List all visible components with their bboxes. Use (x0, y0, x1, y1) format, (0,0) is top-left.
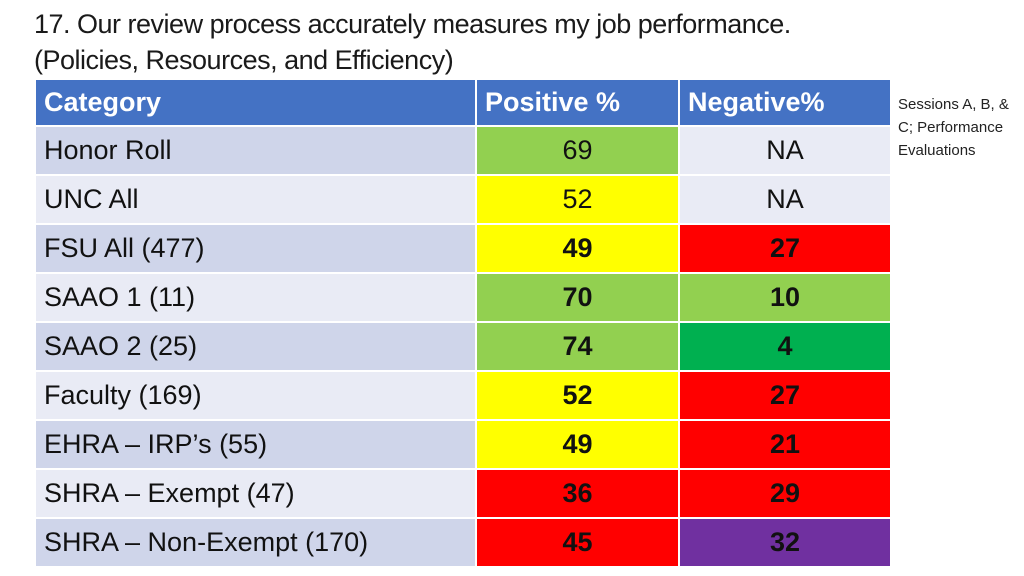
header-row: Category Positive % Negative% (34, 78, 892, 127)
category-cell: SHRA – Non-Exempt (170) (34, 517, 477, 568)
table-row: UNC All 52 NA (34, 174, 892, 225)
positive-cell: 52 (475, 370, 680, 421)
category-cell: Faculty (169) (34, 370, 477, 421)
header-category: Category (34, 78, 477, 127)
category-cell: SHRA – Exempt (47) (34, 468, 477, 519)
title-line-1: 17. Our review process accurately measur… (34, 9, 791, 39)
positive-cell: 45 (475, 517, 680, 568)
negative-cell: NA (678, 174, 892, 225)
table-row: FSU All (477) 49 27 (34, 223, 892, 274)
header-negative: Negative% (678, 78, 892, 127)
negative-cell: 10 (678, 272, 892, 323)
title-line-2: (Policies, Resources, and Efficiency) (34, 45, 454, 75)
negative-cell: 4 (678, 321, 892, 372)
table-row: SAAO 1 (11) 70 10 (34, 272, 892, 323)
side-note: Sessions A, B, & C; Performance Evaluati… (898, 96, 1009, 159)
category-cell: UNC All (34, 174, 477, 225)
table-row: EHRA – IRP’s (55) 49 21 (34, 419, 892, 470)
positive-cell: 69 (475, 125, 680, 176)
table-row: SHRA – Exempt (47) 36 29 (34, 468, 892, 519)
negative-cell: 27 (678, 223, 892, 274)
negative-cell: 32 (678, 517, 892, 568)
positive-cell: 52 (475, 174, 680, 225)
header-positive: Positive % (475, 78, 680, 127)
negative-cell: NA (678, 125, 892, 176)
table-body: Honor Roll 69 NA UNC All 52 NA FSU All (477) 49… (34, 125, 892, 568)
negative-cell: 29 (678, 468, 892, 519)
positive-cell: 70 (475, 272, 680, 323)
slide-title: 17. Our review process accurately measur… (34, 6, 791, 78)
positive-cell: 74 (475, 321, 680, 372)
category-cell: FSU All (477) (34, 223, 477, 274)
table-row: Faculty (169) 52 27 (34, 370, 892, 421)
table-row: Honor Roll 69 NA (34, 125, 892, 176)
results-table: Category Positive % Negative% Honor Roll… (34, 78, 892, 568)
negative-cell: 21 (678, 419, 892, 470)
negative-cell: 27 (678, 370, 892, 421)
category-cell: Honor Roll (34, 125, 477, 176)
positive-cell: 49 (475, 223, 680, 274)
positive-cell: 36 (475, 468, 680, 519)
table-row: SAAO 2 (25) 74 4 (34, 321, 892, 372)
category-cell: SAAO 1 (11) (34, 272, 477, 323)
positive-cell: 49 (475, 419, 680, 470)
table-row: SHRA – Non-Exempt (170) 45 32 (34, 517, 892, 568)
category-cell: SAAO 2 (25) (34, 321, 477, 372)
category-cell: EHRA – IRP’s (55) (34, 419, 477, 470)
